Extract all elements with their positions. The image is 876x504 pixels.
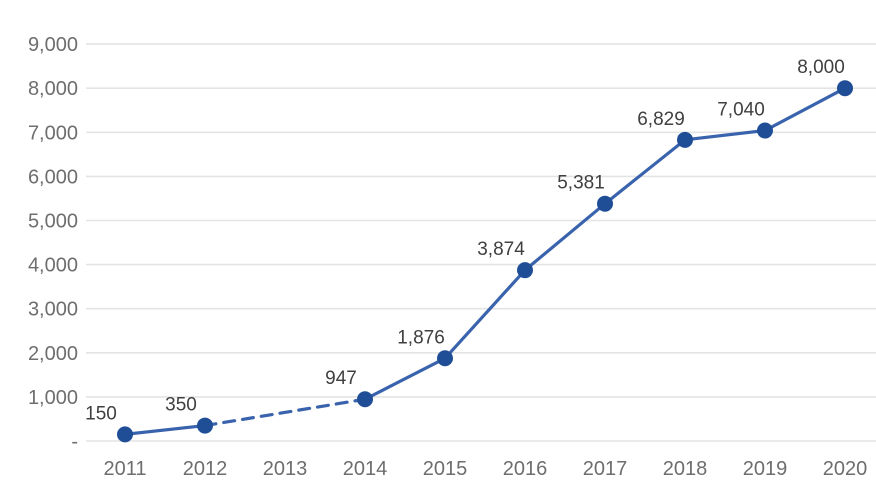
data-point	[517, 262, 533, 279]
x-tick-label: 2016	[503, 458, 548, 480]
data-point	[837, 80, 853, 97]
data-point-label: 5,381	[557, 173, 605, 194]
data-point-label: 6,829	[637, 109, 685, 130]
y-tick-label: 3,000	[28, 299, 78, 321]
y-tick-label: 5,000	[28, 211, 78, 233]
y-axis-tick-labels: - 1,000 2,000 3,000 4,000 5,000 6,000 7,000 8,00…	[28, 34, 78, 453]
data-points	[117, 80, 853, 443]
data-point	[197, 417, 213, 434]
y-tick-label: 7,000	[28, 122, 78, 144]
data-point	[117, 426, 133, 443]
data-point-label: 3,874	[477, 239, 525, 260]
data-line-segment	[363, 356, 447, 401]
x-tick-label: 2020	[823, 458, 868, 480]
x-tick-label: 2019	[743, 458, 788, 480]
x-tick-label: 2011	[103, 458, 146, 480]
x-tick-label: 2018	[663, 458, 708, 480]
data-point	[677, 131, 693, 148]
data-point-label: 150	[85, 403, 117, 424]
data-point-label: 7,040	[717, 100, 765, 121]
x-axis-tick-labels: 2011 2012 2013 2014 2015 2016 2017 2018 2019 2020	[103, 458, 867, 480]
data-line-segment	[123, 423, 207, 436]
data-line-segment-dashed	[203, 397, 367, 428]
data-point	[437, 350, 453, 367]
x-tick-label: 2017	[583, 458, 628, 480]
y-tick-label: 4,000	[28, 255, 78, 277]
data-line-segment	[683, 128, 767, 142]
data-labels: 150 350 947 1,876 3,874 5,381 6,829 7,040 8,000	[85, 57, 845, 424]
y-tick-label: 1,000	[28, 387, 78, 409]
data-line-segment	[603, 138, 687, 206]
data-point-label: 947	[325, 368, 357, 389]
gridlines	[86, 43, 876, 442]
data-point-label: 1,876	[397, 327, 445, 348]
y-tick-label: 9,000	[28, 34, 78, 56]
x-tick-label: 2015	[423, 458, 468, 480]
data-point-label: 8,000	[797, 57, 845, 78]
x-tick-label: 2012	[183, 458, 228, 480]
y-tick-label: 2,000	[28, 343, 78, 365]
x-tick-label: 2013	[263, 458, 308, 480]
data-point-label: 350	[165, 395, 197, 416]
data-line	[123, 86, 847, 436]
x-tick-label: 2014	[343, 458, 388, 480]
data-line-segment	[443, 268, 527, 360]
y-tick-label: 6,000	[28, 166, 78, 188]
data-line-segment	[763, 86, 847, 133]
data-point	[757, 122, 773, 139]
data-point	[597, 195, 613, 212]
y-tick-label: 8,000	[28, 78, 78, 100]
data-line-segment	[523, 202, 607, 272]
y-tick-label: -	[71, 431, 78, 453]
data-point	[357, 391, 373, 408]
